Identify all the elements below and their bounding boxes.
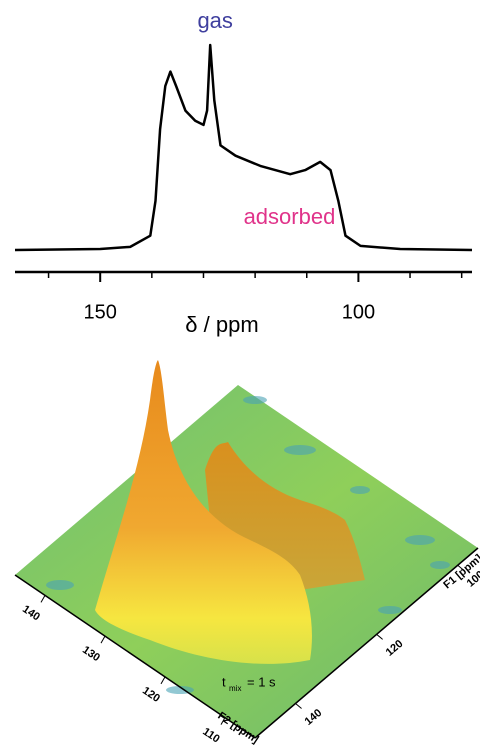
ridge-back — [205, 442, 365, 590]
annotation-symbol: t — [222, 674, 226, 689]
f1-axis — [254, 547, 479, 739]
f2-tick — [220, 717, 226, 725]
x-axis-label: δ / ppm — [185, 312, 258, 337]
f2-tick — [40, 595, 46, 603]
f1-tick-label: 120 — [384, 638, 406, 659]
f2-tick-label: 130 — [80, 644, 102, 664]
f2-tick — [160, 676, 166, 685]
x-tick-label: 150 — [84, 301, 117, 323]
f1-tick — [295, 703, 302, 709]
annotation-subscript: mix — [229, 684, 241, 693]
spectrum: 150 100 δ / ppm gas adsorbed — [14, 8, 473, 337]
f2-tick-label: 140 — [20, 603, 42, 623]
f1-tick-label: 140 — [303, 707, 325, 728]
f2-axis — [14, 574, 256, 739]
f2-tick-label: 110 — [200, 726, 221, 746]
f1-tick — [457, 564, 465, 571]
surface-plot — [15, 360, 478, 738]
f1-tick — [376, 633, 383, 640]
annotation: adsorbed — [244, 204, 336, 229]
annotation: gas — [197, 8, 232, 33]
annotation-text: = 1 s — [247, 674, 276, 689]
ridge-front — [95, 360, 312, 664]
x-tick-label: 100 — [342, 301, 375, 323]
spectrum-line — [14, 43, 473, 252]
f2-tick — [100, 635, 106, 644]
f2-tick-label: 120 — [140, 685, 162, 705]
noise — [46, 396, 450, 694]
